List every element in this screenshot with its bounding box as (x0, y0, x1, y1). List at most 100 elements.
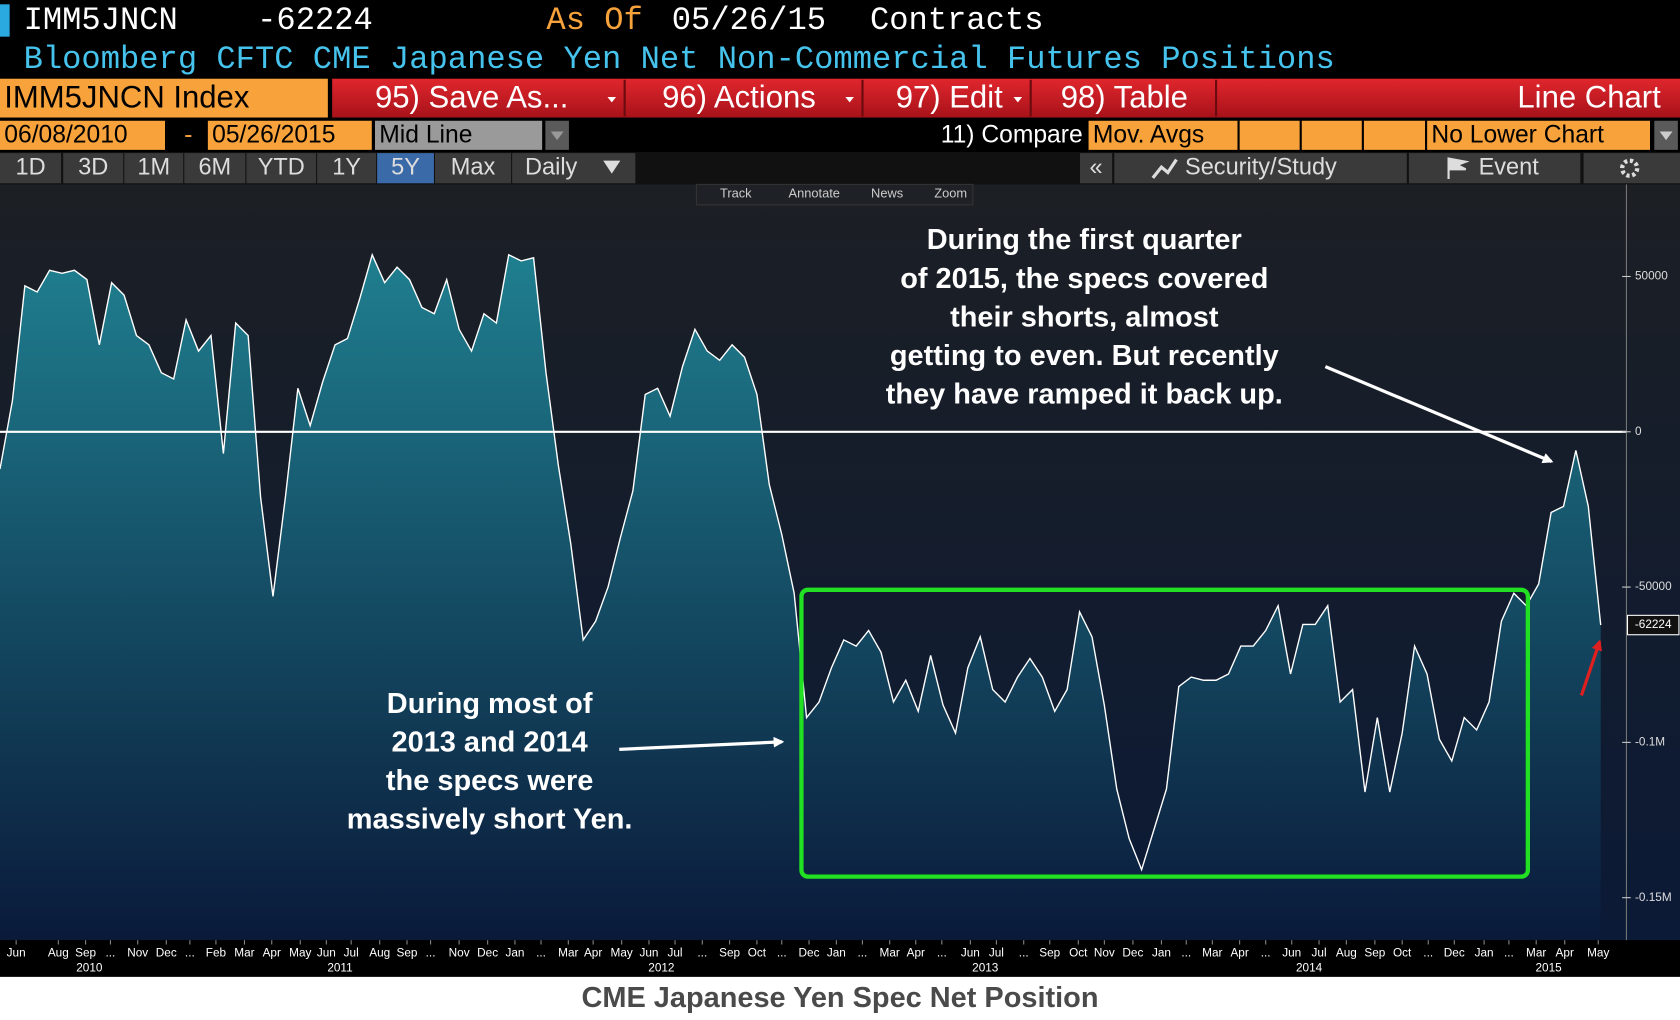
period-label[interactable]: 5Y (391, 154, 420, 180)
year-label: 2013 (972, 960, 999, 974)
x-tick-label: ... (1261, 945, 1271, 959)
x-tick-label: ... (1423, 945, 1433, 959)
period-label[interactable]: YTD (258, 154, 305, 180)
x-tick-label: Sep (75, 945, 96, 959)
header-marker (0, 4, 10, 37)
toolbar-button[interactable]: 97) Edit (896, 79, 1003, 114)
x-tick-label: Mar (880, 945, 900, 959)
x-tick-label: Jan (1475, 945, 1494, 959)
x-tick-label: Dec (477, 945, 498, 959)
caption: CME Japanese Yen Spec Net Position (581, 982, 1098, 1014)
period-button[interactable] (317, 153, 377, 184)
period-label[interactable]: 3D (78, 154, 108, 180)
empty-field[interactable] (1239, 120, 1300, 150)
x-tick-label: Feb (206, 945, 227, 959)
chart-type[interactable]: Line Chart (1517, 79, 1661, 114)
x-tick-label: Oct (1393, 945, 1412, 959)
period-button[interactable] (435, 153, 512, 184)
start-field[interactable] (0, 120, 165, 150)
period-label[interactable]: 1Y (332, 154, 361, 180)
mode[interactable]: Mid Line (379, 121, 472, 148)
collapse[interactable]: « (1090, 154, 1103, 180)
end-date[interactable]: 05/26/2015 (212, 121, 335, 148)
as-of-label: As Of (546, 2, 642, 39)
header-bg (0, 0, 1680, 79)
lower-chart[interactable]: No Lower Chart (1431, 121, 1604, 148)
period-label[interactable]: Max (451, 154, 496, 180)
period-button[interactable] (124, 153, 184, 184)
chart-tool[interactable]: News (871, 185, 903, 200)
ticker: IMM5JNCN (24, 2, 178, 39)
chart-tool[interactable]: Track (720, 185, 752, 200)
period-button[interactable] (377, 153, 434, 184)
y-tick-label: 50000 (1635, 269, 1668, 283)
year-label: 2010 (76, 960, 103, 974)
period-button[interactable] (0, 153, 62, 184)
period-label[interactable]: 1D (15, 154, 45, 180)
chart-tools-bg (695, 183, 974, 206)
mov-avgs-field[interactable] (1088, 120, 1238, 150)
mov-avgs[interactable]: Mov. Avgs (1093, 121, 1204, 148)
event-button[interactable] (1408, 153, 1581, 184)
event[interactable]: Event (1479, 154, 1540, 180)
security[interactable]: IMM5JNCN Index (4, 79, 249, 114)
x-tick-label: Sep (397, 945, 418, 959)
x-tick-label: Dec (156, 945, 177, 959)
toolbar-button[interactable]: 98) Table (1061, 79, 1188, 114)
x-tick-label: Jun (1282, 945, 1301, 959)
empty-field[interactable] (1301, 120, 1362, 150)
period-label[interactable]: 1M (137, 154, 170, 180)
x-tick-label: ... (1019, 945, 1029, 959)
period-button[interactable] (184, 153, 246, 184)
x-tick-label: ... (857, 945, 867, 959)
annotation-arrow (619, 736, 785, 751)
last-value: -62224 (257, 2, 373, 39)
empty-field[interactable] (1363, 120, 1425, 150)
x-tick-label: ... (426, 945, 436, 959)
toolbar-button[interactable]: 95) Save As... (375, 79, 568, 114)
x-axis-bg (0, 940, 1680, 977)
x-tick-label: ... (1504, 945, 1514, 959)
settings-icon (1620, 158, 1640, 178)
year-label: 2015 (1535, 960, 1562, 974)
x-tick-label: Mar (558, 945, 578, 959)
period-button[interactable] (63, 153, 124, 184)
x-tick-label: Apr (907, 945, 925, 959)
annotation-line: massively short Yen. (347, 804, 633, 836)
x-tick-label: Sep (1039, 945, 1060, 959)
compare[interactable]: 11) Compare (941, 121, 1083, 148)
x-tick-label: Mar (234, 945, 254, 959)
x-tick-label: Mar (1526, 945, 1546, 959)
x-tick-label: Dec (799, 945, 820, 959)
x-tick-label: Nov (1094, 945, 1115, 959)
annotation-line: 2013 and 2014 (392, 726, 588, 758)
collapse-button[interactable] (1080, 153, 1113, 184)
x-tick-label: ... (937, 945, 947, 959)
frequency[interactable]: Daily (525, 154, 578, 180)
lower-field[interactable] (1427, 120, 1650, 150)
security-study[interactable]: Security/Study (1185, 154, 1337, 180)
settings-button[interactable] (1583, 153, 1680, 184)
mode-field[interactable] (375, 120, 543, 150)
y-tick-label: -50000 (1635, 579, 1672, 593)
chart-tool[interactable]: Zoom (934, 185, 967, 200)
annotation-line: During the first quarter (927, 224, 1242, 256)
period-button[interactable] (246, 153, 317, 184)
security-field[interactable] (0, 78, 328, 118)
toolbar-button[interactable]: 96) Actions (662, 79, 816, 114)
annotation-line: their shorts, almost (950, 301, 1219, 333)
x-tick-label: Apr (263, 945, 281, 959)
end-field[interactable] (207, 120, 372, 150)
period-label[interactable]: 6M (198, 154, 231, 180)
dropdown-arrow (1659, 131, 1673, 141)
x-tick-label: Jun (961, 945, 980, 959)
x-tick-label: Apr (1230, 945, 1248, 959)
x-tick-label: Nov (127, 945, 148, 959)
x-tick-label: Aug (369, 945, 390, 959)
x-tick-label: ... (106, 945, 116, 959)
chart-tool[interactable]: Annotate (789, 185, 840, 200)
start-date[interactable]: 06/08/2010 (4, 121, 127, 148)
x-tick-label: Aug (48, 945, 69, 959)
x-tick-label: Dec (1122, 945, 1143, 959)
